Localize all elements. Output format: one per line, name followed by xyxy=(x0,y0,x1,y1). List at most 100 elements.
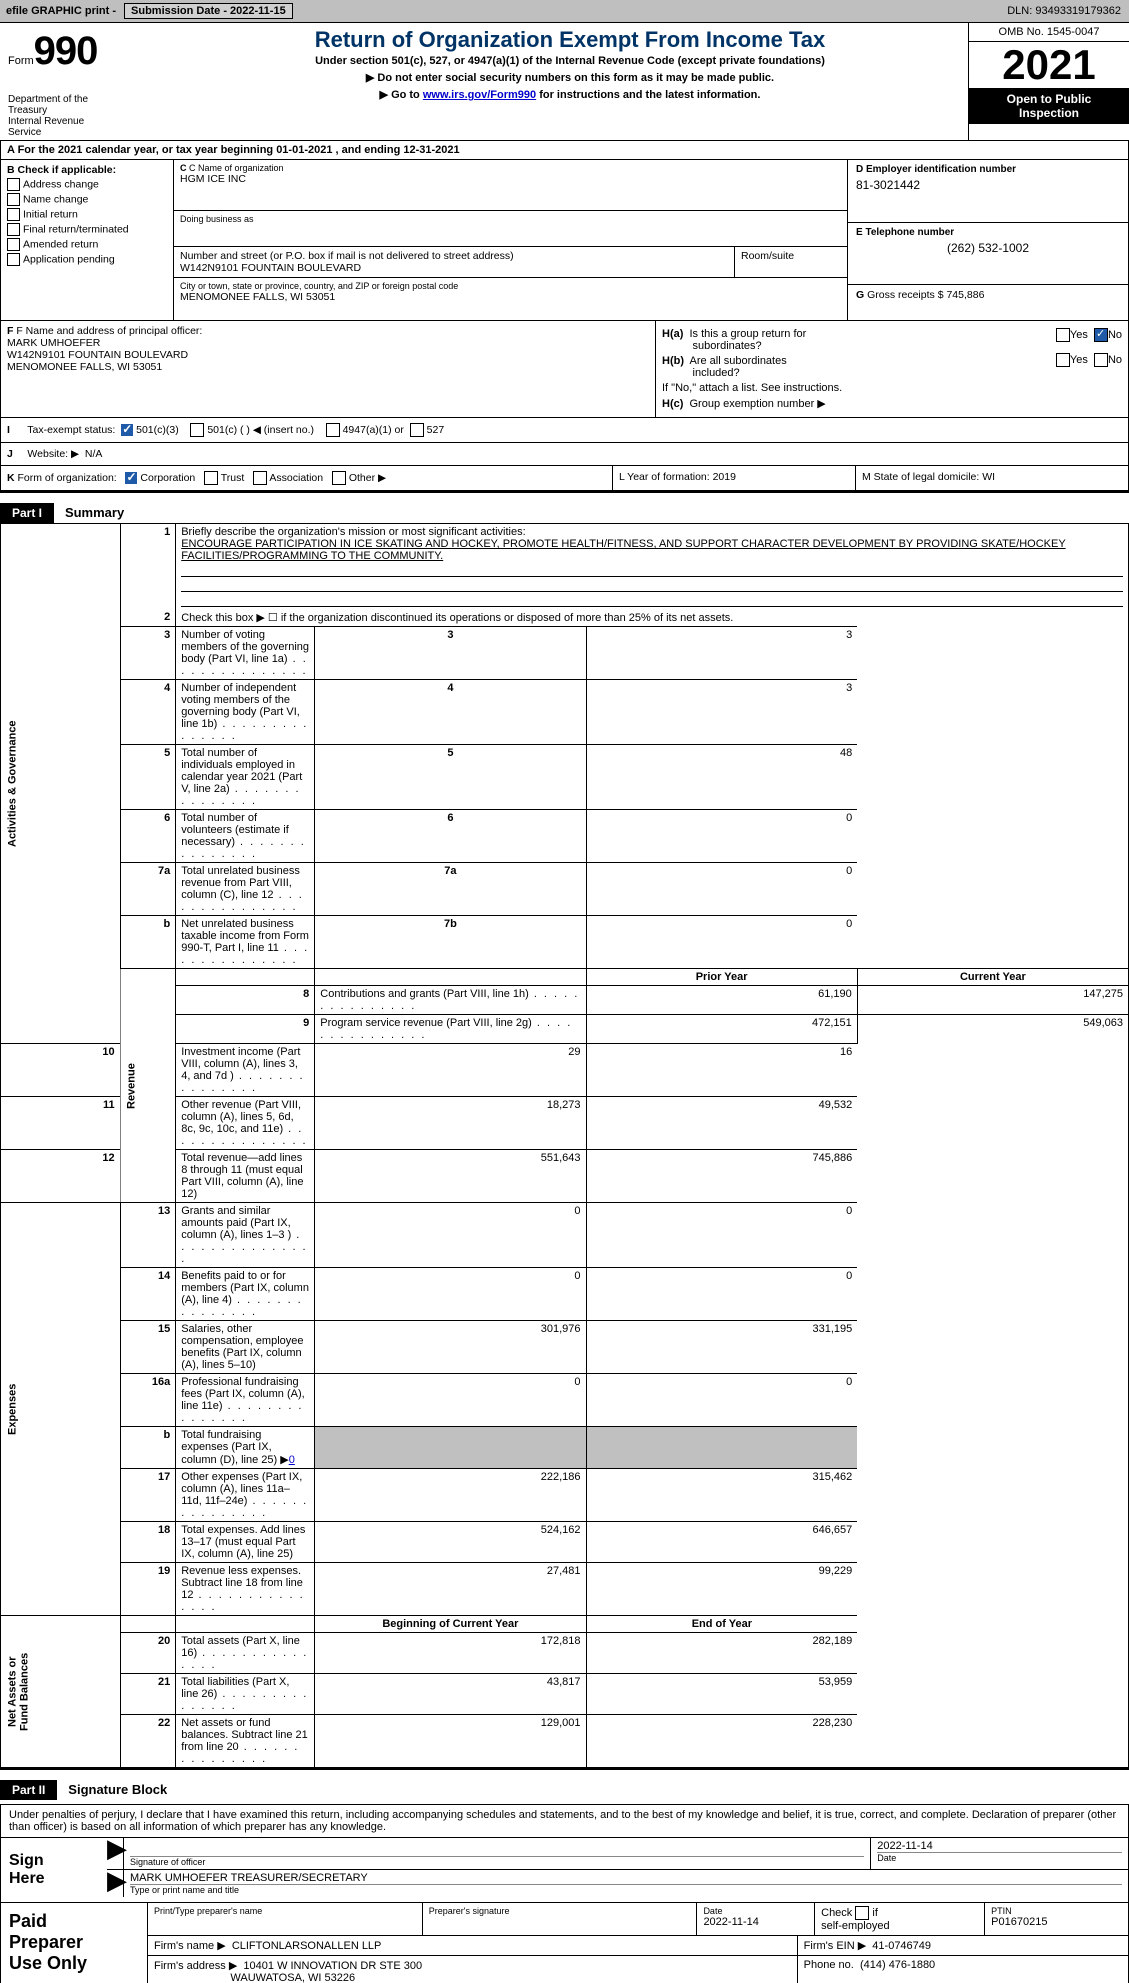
open-to-public: Open to PublicInspection xyxy=(969,88,1129,124)
prior-val: 29 xyxy=(315,1044,586,1097)
line-text: Number of independent voting members of … xyxy=(176,680,315,745)
ck-app-pending[interactable]: Application pending xyxy=(7,253,167,266)
self-emp-check[interactable] xyxy=(855,1906,869,1920)
prior-val: 551,643 xyxy=(315,1150,586,1203)
dba-label: Doing business as xyxy=(180,214,841,224)
ck-initial-return[interactable]: Initial return xyxy=(7,208,167,221)
firm-addr-cell: Firm's address ▶ 10401 W INNOVATION DR S… xyxy=(147,1956,797,1983)
vert-revenue: Revenue xyxy=(120,969,176,1203)
k-corp-check[interactable] xyxy=(125,472,137,484)
m-cell: M State of legal domicile: WI xyxy=(856,466,1128,490)
k-assoc-check[interactable] xyxy=(253,471,267,485)
line-text: Professional fundraising fees (Part IX, … xyxy=(176,1374,315,1427)
prep-sig-cell: Preparer's signature xyxy=(422,1903,697,1935)
dln-label: DLN: 93493319179362 xyxy=(1007,5,1129,17)
note2-prefix: ▶ Go to xyxy=(380,89,423,101)
line-val: 3 xyxy=(586,680,857,745)
empty xyxy=(315,969,586,986)
cur-val: 49,532 xyxy=(586,1097,857,1150)
part-ii-title: Signature Block xyxy=(60,1782,167,1797)
mini-box: 6 xyxy=(315,810,586,863)
form-word: Form xyxy=(8,55,34,67)
col-current-hdr: Current Year xyxy=(857,969,1128,986)
g-receipts-cell: G Gross receipts $ 745,886 xyxy=(848,285,1128,320)
line-num: 6 xyxy=(120,810,176,863)
officer-street: W142N9101 FOUNTAIN BOULEVARD xyxy=(7,349,649,361)
ck-amended-return[interactable]: Amended return xyxy=(7,238,167,251)
line-a: A For the 2021 calendar year, or tax yea… xyxy=(1,141,1128,160)
mission-text: ENCOURAGE PARTICIPATION IN ICE SKATING A… xyxy=(181,538,1065,562)
ck-label: Final return/terminated xyxy=(23,223,129,235)
grey-cell xyxy=(586,1427,857,1469)
firm-name-label: Firm's name ▶ xyxy=(154,1940,226,1952)
firm-addr-label: Firm's address ▶ xyxy=(154,1960,237,1972)
header-middle: Return of Organization Exempt From Incom… xyxy=(172,23,968,140)
ck-name-change[interactable]: Name change xyxy=(7,193,167,206)
line-num: 1 xyxy=(120,524,176,610)
fundraising-link[interactable]: 0 xyxy=(289,1454,295,1466)
room-label: Room/suite xyxy=(741,250,841,262)
self-emp-label: Check ifself-employed xyxy=(821,1907,889,1932)
sig-declaration: Under penalties of perjury, I declare th… xyxy=(1,1805,1128,1838)
officer-city: MENOMONEE FALLS, WI 53051 xyxy=(7,361,649,373)
ck-final-return[interactable]: Final return/terminated xyxy=(7,223,167,236)
line-num: 5 xyxy=(120,745,176,810)
line-num: 10 xyxy=(1,1044,121,1097)
sign-here-row: SignHere ▶ Signature of officer 2022-11-… xyxy=(1,1838,1128,1902)
ck-address-change[interactable]: Address change xyxy=(7,178,167,191)
line-text: Total number of individuals employed in … xyxy=(176,745,315,810)
ck-label: Amended return xyxy=(23,238,98,250)
line-text: Other expenses (Part IX, column (A), lin… xyxy=(176,1469,315,1522)
cur-val: 99,229 xyxy=(586,1563,857,1616)
cur-val: 549,063 xyxy=(857,1015,1128,1044)
e-label: E Telephone number xyxy=(856,227,1120,238)
self-emp-cell: Check ifself-employed xyxy=(814,1903,984,1935)
col-end-hdr: End of Year xyxy=(586,1616,857,1633)
sig-of-officer-label: Signature of officer xyxy=(130,1856,864,1867)
prior-val: 61,190 xyxy=(586,986,857,1015)
line-num: 8 xyxy=(176,986,315,1015)
501c-check[interactable] xyxy=(190,423,204,437)
sig-date-value: 2022-11-14 xyxy=(877,1840,1122,1852)
line-text: Number of voting members of the governin… xyxy=(176,627,315,680)
line1-cell: Briefly describe the organization's miss… xyxy=(176,524,1129,610)
sig-arrow-icon: ▶ xyxy=(107,1870,123,1897)
501c3-check[interactable] xyxy=(121,424,133,436)
line2-cell: Check this box ▶ ☐ if the organization d… xyxy=(176,609,1129,627)
line-text: Contributions and grants (Part VIII, lin… xyxy=(315,986,586,1015)
end-val: 282,189 xyxy=(586,1633,857,1674)
ha-yes-box[interactable] xyxy=(1056,328,1070,342)
line-num: 11 xyxy=(1,1097,121,1150)
efile-label: efile GRAPHIC print - xyxy=(0,5,122,17)
note2-suffix: for instructions and the latest informat… xyxy=(539,89,760,101)
end-val: 228,230 xyxy=(586,1715,857,1768)
col-prior-hdr: Prior Year xyxy=(586,969,857,986)
begin-val: 129,001 xyxy=(315,1715,586,1768)
line-num: 2 xyxy=(120,609,176,627)
entity-info: A For the 2021 calendar year, or tax yea… xyxy=(0,141,1129,491)
prep-date-cell: Date 2022-11-14 xyxy=(696,1903,814,1935)
hb-no-box[interactable] xyxy=(1094,353,1108,367)
street-label: Number and street (or P.O. box if mail i… xyxy=(180,250,728,262)
cur-val: 646,657 xyxy=(586,1522,857,1563)
b-header: B Check if applicable: xyxy=(7,164,167,176)
h-b-line: H(b) Are all subordinates included? Yes … xyxy=(662,355,1122,379)
line-num: 21 xyxy=(120,1674,176,1715)
row-j: J Website: ▶ N/A xyxy=(1,442,1128,465)
hb-yes-box[interactable] xyxy=(1056,353,1070,367)
k-other-check[interactable] xyxy=(332,471,346,485)
officer-sig-field[interactable]: Signature of officer xyxy=(123,1838,870,1869)
527-check[interactable] xyxy=(410,423,424,437)
irs-link[interactable]: www.irs.gov/Form990 xyxy=(423,89,536,101)
line-val: 0 xyxy=(586,916,857,969)
prep-name-cell: Print/Type preparer's name xyxy=(147,1903,422,1935)
mini-box: 7a xyxy=(315,863,586,916)
4947-check[interactable] xyxy=(326,423,340,437)
line-num xyxy=(120,1616,176,1633)
k-trust-check[interactable] xyxy=(204,471,218,485)
ha-no-box[interactable] xyxy=(1094,328,1108,342)
line-num: 17 xyxy=(120,1469,176,1522)
line16b-text: Total fundraising expenses (Part IX, col… xyxy=(176,1427,315,1469)
sig-fields: ▶ Signature of officer 2022-11-14 Date ▶… xyxy=(107,1838,1128,1902)
c-name-row: C C Name of organization HGM ICE INC xyxy=(174,160,847,211)
